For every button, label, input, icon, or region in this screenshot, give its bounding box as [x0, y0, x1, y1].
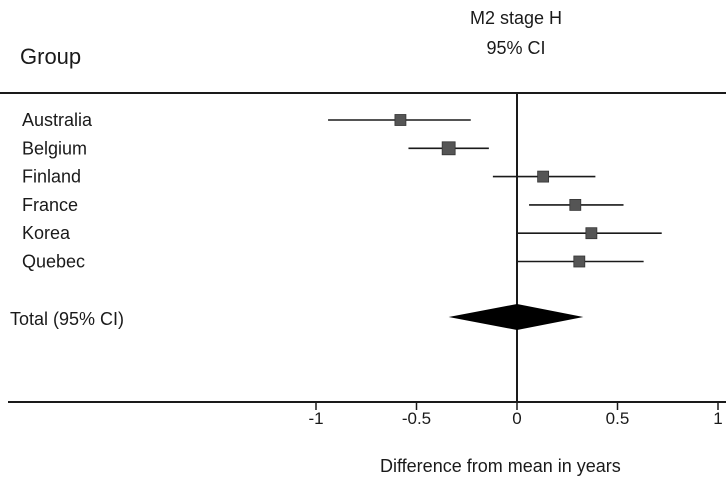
study-label: Australia: [22, 110, 93, 130]
group-column-header: Group: [20, 44, 82, 69]
point-estimate-marker: [394, 114, 407, 126]
x-axis-label: Difference from mean in years: [380, 456, 621, 476]
point-estimate-marker: [441, 141, 456, 156]
study-label: Korea: [22, 223, 71, 243]
point-estimate-marker: [569, 198, 582, 211]
x-tick-label: 0.5: [606, 409, 630, 428]
total-diamond: [448, 304, 584, 330]
x-tick-label: -1: [308, 409, 323, 428]
study-label: Quebec: [22, 252, 85, 272]
chart-subtitle: 95% CI: [486, 38, 546, 58]
x-tick-label: 0: [512, 409, 521, 428]
point-estimate-marker: [573, 255, 586, 268]
point-estimate-marker: [585, 227, 598, 240]
point-estimate-marker: [537, 170, 550, 183]
study-label: France: [22, 195, 78, 215]
total-label: Total (95% CI): [10, 309, 124, 329]
study-label: Belgium: [22, 138, 87, 158]
study-label: Finland: [22, 167, 81, 187]
x-tick-label: 1: [713, 409, 722, 428]
x-tick-label: -0.5: [402, 409, 431, 428]
chart-title: M2 stage H: [470, 8, 563, 28]
